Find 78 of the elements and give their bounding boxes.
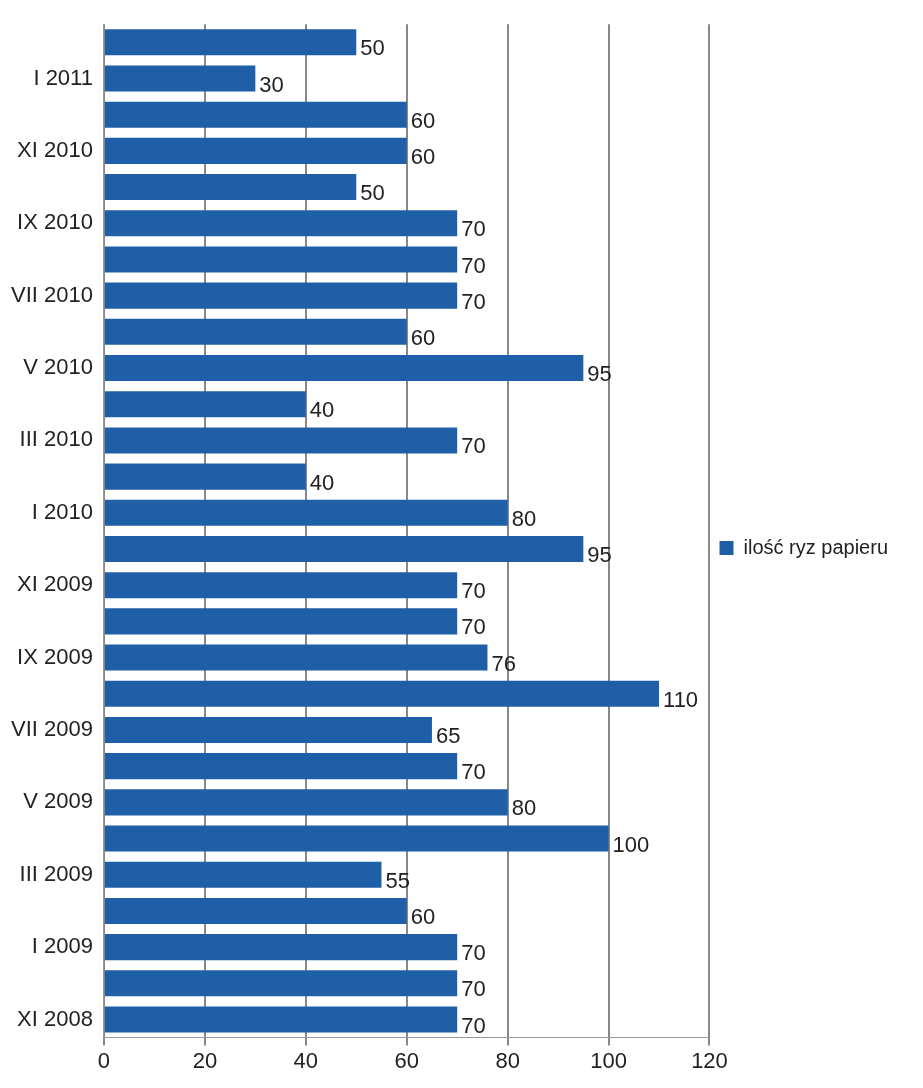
- bar: [104, 825, 609, 852]
- bar: [104, 753, 458, 780]
- bar: [104, 970, 458, 997]
- data-label: 70: [461, 252, 486, 278]
- x-tick-label: 0: [97, 1047, 111, 1073]
- data-label: 70: [461, 940, 486, 966]
- y-tick-label: III 2009: [19, 860, 93, 886]
- bar: [104, 535, 584, 563]
- bar: [104, 65, 256, 92]
- bar: [104, 861, 382, 888]
- bar: [104, 572, 458, 599]
- data-label: 40: [309, 397, 335, 423]
- data-label: 50: [360, 35, 385, 61]
- bar: [104, 137, 407, 164]
- x-tick-label: 20: [192, 1047, 218, 1073]
- bar: [104, 174, 357, 201]
- data-label: 70: [461, 216, 486, 242]
- y-tick-label: I 2010: [31, 498, 93, 524]
- y-tick-label: V 2010: [23, 354, 93, 380]
- x-tick-label: 40: [293, 1047, 319, 1073]
- y-tick-label: XI 2009: [17, 571, 93, 597]
- y-tick-label: XI 2010: [17, 136, 93, 162]
- data-label: 60: [410, 903, 436, 929]
- y-tick-label: III 2010: [19, 426, 93, 452]
- data-label: 55: [385, 867, 410, 893]
- y-tick-label: VII 2009: [11, 716, 93, 742]
- data-label: 70: [461, 759, 486, 785]
- data-label: 65: [435, 723, 461, 749]
- bar: [104, 427, 458, 454]
- bar: [104, 934, 458, 961]
- bar: [104, 391, 306, 418]
- bar: [104, 608, 458, 635]
- data-label: 60: [410, 324, 436, 350]
- data-label: 70: [461, 433, 486, 459]
- data-label: 70: [461, 578, 486, 604]
- y-tick-label: IX 2010: [17, 209, 93, 235]
- data-label: 110: [663, 686, 699, 712]
- legend-label: ilość ryz papieru: [743, 535, 889, 558]
- y-tick-label: IX 2009: [17, 643, 93, 669]
- bar: [104, 246, 458, 273]
- x-tick-label: 120: [691, 1047, 728, 1073]
- data-label: 70: [461, 614, 486, 640]
- data-label: 80: [511, 505, 537, 531]
- y-tick-label: I 2009: [31, 933, 93, 959]
- data-label: 70: [461, 976, 486, 1002]
- data-label: 60: [410, 143, 436, 169]
- data-label: 95: [587, 542, 612, 568]
- bar: [104, 282, 458, 309]
- x-tick-label: 80: [495, 1047, 520, 1073]
- y-tick-label: I 2011: [33, 64, 93, 90]
- y-tick-label: V 2009: [23, 788, 93, 814]
- bar: [104, 499, 508, 526]
- bar: [104, 897, 407, 924]
- bar: [104, 210, 458, 237]
- bar: [104, 355, 584, 382]
- bar: [104, 789, 508, 816]
- x-tick-label: 60: [394, 1047, 419, 1073]
- data-label: 60: [410, 107, 436, 133]
- data-label: 30: [259, 71, 284, 97]
- y-tick-label: VII 2010: [11, 281, 93, 307]
- bar: [104, 680, 660, 707]
- data-label: 76: [491, 650, 516, 676]
- bar: [104, 716, 432, 743]
- data-label: 50: [360, 180, 385, 206]
- bar: [104, 318, 407, 345]
- data-label: 95: [587, 361, 612, 387]
- data-label: 70: [461, 1012, 486, 1038]
- bar: [104, 101, 407, 128]
- bar: [104, 644, 488, 671]
- data-label: 100: [612, 831, 650, 857]
- y-tick-label: XI 2008: [17, 1005, 93, 1031]
- bar: [104, 29, 357, 56]
- x-tick-label: 100: [590, 1047, 627, 1073]
- bar: [104, 463, 306, 490]
- data-label: 40: [309, 469, 335, 495]
- data-label: 70: [461, 288, 486, 314]
- bar: [104, 1006, 458, 1033]
- data-label: 80: [511, 795, 537, 821]
